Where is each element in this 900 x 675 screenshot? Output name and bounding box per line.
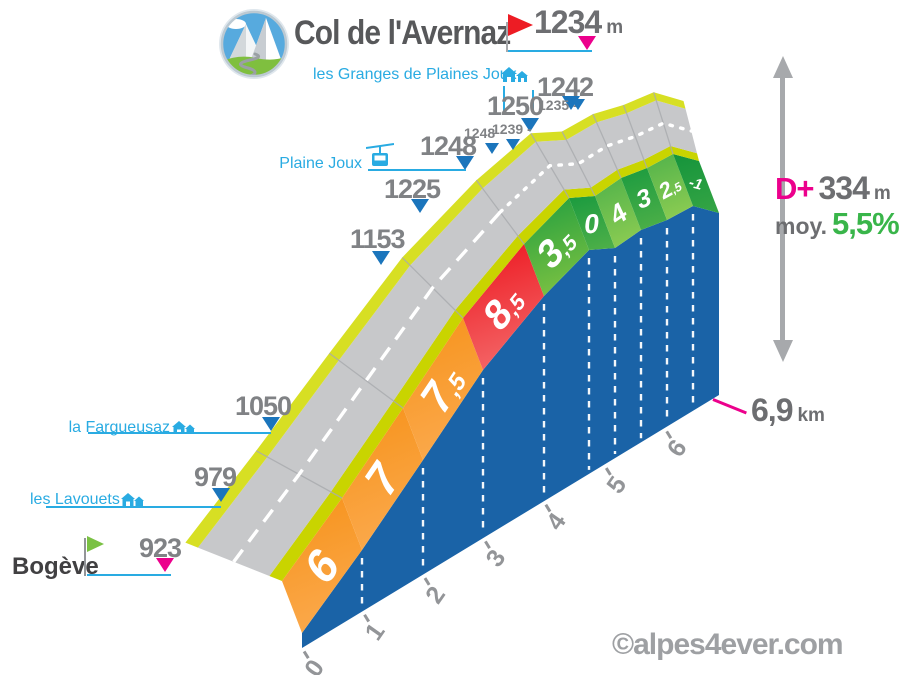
road-km-separator <box>561 131 596 197</box>
gradient-stripe <box>673 154 719 213</box>
gradient-stripe <box>282 498 362 633</box>
gradient-stripe <box>647 154 693 220</box>
km-tick-mark <box>665 430 673 439</box>
road-surface <box>197 100 697 577</box>
km-tick-mark <box>302 650 310 659</box>
road-centerline-dotted <box>498 121 693 214</box>
km-tick-label: 6 <box>662 435 693 462</box>
km-tick-mark <box>363 613 371 623</box>
km-tick-label: 0 <box>299 655 330 675</box>
gradient-stripe <box>342 408 423 550</box>
gradient-stripe <box>569 196 615 250</box>
profile-wall <box>302 206 719 648</box>
km-tick-mark <box>484 540 491 549</box>
road-verge-lower <box>269 146 699 581</box>
km-tick-label: 3 <box>480 545 511 572</box>
gradient-stripe <box>403 318 483 460</box>
road-km-separator <box>622 104 648 169</box>
gradient-stripe <box>595 178 641 248</box>
road-km-separator <box>592 113 622 179</box>
km-tick-label: 2 <box>420 581 451 608</box>
grade-label: 0 <box>583 207 601 239</box>
km-tick-label: 1 <box>360 618 391 646</box>
km-tick-label: 4 <box>541 508 572 536</box>
gradient-stripe <box>621 168 667 230</box>
gradient-stripe <box>463 244 544 370</box>
grade-label: 3 <box>635 183 653 216</box>
km-tick-label: 5 <box>601 471 632 499</box>
km-tick-mark <box>544 503 552 513</box>
road-km-separator <box>328 352 404 409</box>
gradient-stripe <box>524 198 589 296</box>
km-tick-mark <box>604 467 612 476</box>
km-tick-mark <box>423 577 431 586</box>
